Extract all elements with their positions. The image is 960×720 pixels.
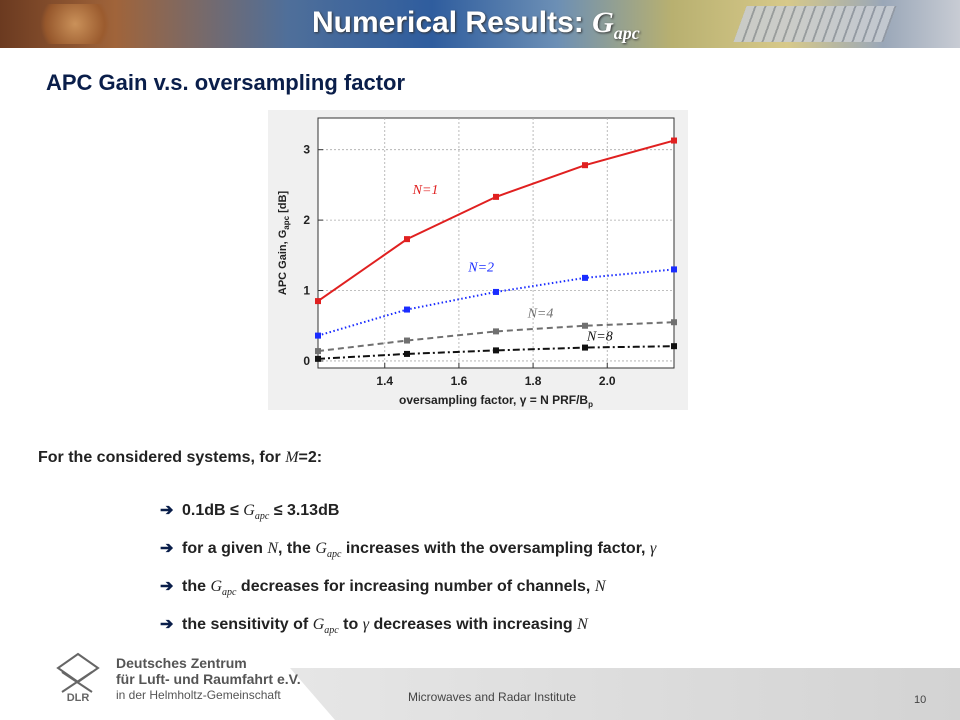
data-point (493, 328, 499, 335)
data-point (404, 337, 410, 344)
y-tick-label: 1 (303, 284, 310, 298)
x-tick-label: 2.0 (599, 374, 616, 388)
x-tick-label: 1.8 (525, 374, 542, 388)
data-point (582, 274, 588, 281)
arrow-icon: ➔ (160, 540, 174, 557)
data-point (404, 350, 410, 357)
arrow-icon: ➔ (160, 502, 174, 519)
page-number: 10 (914, 694, 927, 706)
data-point (493, 288, 499, 295)
x-axis-label: oversampling factor, γ = N PRF/Bp (399, 393, 593, 409)
dlr-logo-icon: DLR (56, 652, 100, 702)
header-banner: Numerical Results: Gapc (0, 0, 960, 48)
data-point (671, 266, 677, 273)
plot-area (317, 117, 675, 369)
data-point (582, 162, 588, 169)
series-line (317, 345, 675, 360)
institute-name: Microwaves and Radar Institute (408, 690, 577, 704)
footer (0, 668, 960, 720)
logo-text: DLR (67, 692, 90, 702)
bullet-list: ➔ 0.1dB ≤ Gapc ≤ 3.13dB ➔ for a given N, t… (160, 500, 656, 652)
data-point (404, 306, 410, 313)
y-tick-label: 2 (303, 213, 310, 227)
data-point (582, 322, 588, 329)
org-line-1: Deutsches Zentrum (116, 655, 247, 671)
organization-name: Deutsches Zentrum für Luft- und Raumfahr… (116, 655, 301, 703)
data-point (315, 355, 321, 362)
arrow-icon: ➔ (160, 578, 174, 595)
data-point (315, 332, 321, 339)
data-point (315, 298, 321, 305)
data-point (493, 347, 499, 354)
org-line-3: in der Helmholtz-Gemeinschaft (116, 688, 281, 702)
data-point (315, 348, 321, 355)
apc-gain-chart: 1.4 1.6 1.8 2.0 0 1 2 3 N=1 N=2 N=4 N=8 oversampling… (268, 110, 688, 410)
data-point (404, 236, 410, 243)
bullet-channels: ➔ the Gapc decreases for increasing numbe… (160, 578, 606, 599)
data-point (671, 343, 677, 350)
series-annotation: N=8 (586, 330, 613, 345)
bullet-gain-range: ➔ 0.1dB ≤ Gapc ≤ 3.13dB (160, 502, 340, 523)
banner-image-satellite (733, 6, 897, 42)
slide-title: Numerical Results: Gapc (312, 6, 640, 43)
data-point (671, 319, 677, 326)
series-annotation: N=4 (527, 306, 554, 321)
intro-text: For the considered systems, for M=2: (38, 449, 323, 466)
y-tick-label: 3 (303, 143, 310, 157)
banner-image-left (30, 4, 120, 44)
series-annotation: N=1 (412, 183, 439, 198)
data-point (493, 193, 499, 200)
series-annotation: N=2 (467, 261, 494, 276)
arrow-icon: ➔ (160, 616, 174, 633)
data-point (582, 344, 588, 351)
data-point (671, 137, 677, 144)
y-tick-label: 0 (303, 354, 310, 368)
x-tick-label: 1.6 (451, 374, 468, 388)
slide-subtitle: APC Gain v.s. oversampling factor (46, 70, 406, 95)
footer-band (290, 668, 960, 720)
x-tick-label: 1.4 (376, 374, 393, 388)
org-line-2: für Luft- und Raumfahrt e.V. (116, 671, 301, 687)
bullet-oversampling: ➔ for a given N, the Gapc increases with … (160, 540, 657, 561)
bullet-sensitivity: ➔ the sensitivity of Gapc to γ decreases … (160, 616, 588, 637)
y-axis-label: APC Gain, Gapc [dB] (277, 191, 291, 296)
